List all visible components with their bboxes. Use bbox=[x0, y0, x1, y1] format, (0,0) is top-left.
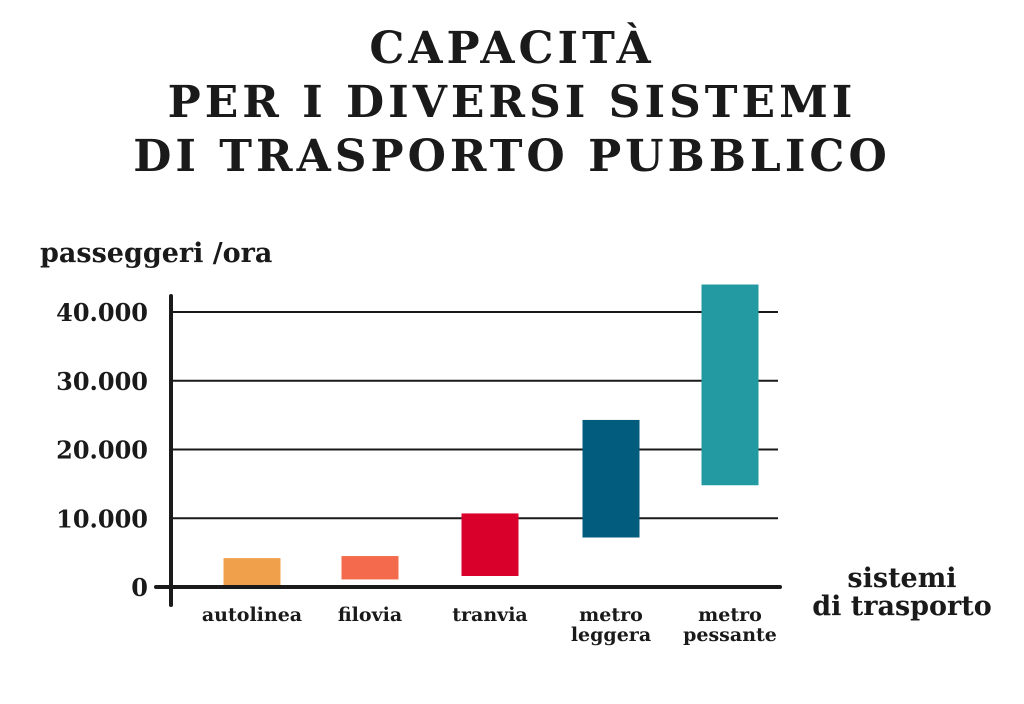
x-tick-labels: autolinea filovia tranvia metroleggerametro… bbox=[202, 604, 777, 646]
y-tick-label: 40.000 bbox=[56, 298, 148, 327]
title-line-3: DI TRASPORTO PUBBLICO bbox=[133, 131, 891, 182]
y-axis-label: passeggeri /ora bbox=[40, 238, 272, 269]
y-tick-label: 10.000 bbox=[56, 504, 148, 533]
gridlines bbox=[171, 311, 778, 520]
x-tick-label: leggera bbox=[571, 624, 651, 646]
y-tick-labels: 0 10.000 20.000 30.000 40.000 bbox=[56, 298, 148, 602]
bar bbox=[461, 513, 519, 576]
x-tick-label: autolinea bbox=[202, 604, 302, 626]
y-tick-label: 20.000 bbox=[56, 436, 148, 465]
bar bbox=[582, 419, 640, 538]
x-axis-label-line: sistemi bbox=[847, 563, 956, 594]
bar bbox=[701, 284, 759, 486]
x-tick-label: filovia bbox=[338, 604, 402, 626]
axes bbox=[154, 294, 782, 607]
title-line-1: CAPACITÀ bbox=[369, 23, 655, 74]
x-axis-label-line: di trasporto bbox=[812, 591, 992, 622]
bar bbox=[341, 556, 399, 580]
chart-title: CAPACITÀ PER I DIVERSI SISTEMI DI TRASPO… bbox=[0, 22, 1024, 184]
x-tick-label: pessante bbox=[683, 624, 777, 646]
x-tick-label: tranvia bbox=[452, 604, 527, 626]
title-line-2: PER I DIVERSI SISTEMI bbox=[167, 77, 857, 128]
bar bbox=[223, 558, 281, 587]
x-tick-label: metro bbox=[698, 604, 762, 626]
bars bbox=[223, 284, 759, 587]
y-tick-label: 0 bbox=[131, 573, 148, 602]
y-tick-label: 30.000 bbox=[56, 367, 148, 396]
x-tick-label: metro bbox=[579, 604, 643, 626]
